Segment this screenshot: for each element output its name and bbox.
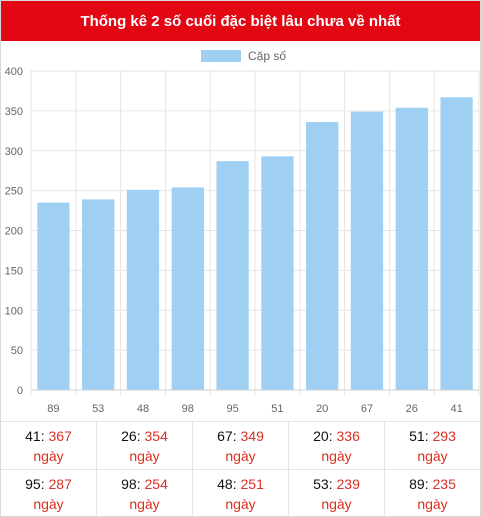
stat-separator: :: [424, 428, 433, 444]
stat-cell: 51: 293 ngày: [384, 422, 480, 469]
stat-unit: ngày: [225, 448, 256, 464]
stats-row: 41: 367 ngày 26: 354 ngày 67: 349 ngày 2…: [1, 421, 480, 469]
x-tick-label: 26: [406, 403, 418, 415]
stat-cell: 20: 336 ngày: [288, 422, 384, 469]
stat-separator: :: [424, 476, 433, 492]
stat-days: 287: [48, 476, 72, 492]
y-tick-label: 50: [11, 345, 23, 357]
stat-unit: ngày: [417, 448, 448, 464]
panel-title: Thống kê 2 số cuối đặc biệt lâu chưa về …: [1, 1, 480, 41]
x-tick-label: 41: [450, 403, 462, 415]
x-tick-label: 51: [271, 403, 283, 415]
stat-separator: :: [232, 428, 241, 444]
stat-unit: ngày: [225, 496, 256, 512]
bar-51: [261, 156, 294, 390]
stat-days: 235: [432, 476, 456, 492]
stat-number: 51: [409, 428, 425, 444]
stat-number: 98: [121, 476, 137, 492]
stat-cell: 48: 251 ngày: [192, 470, 288, 517]
stat-cell: 89: 235 ngày: [384, 470, 480, 517]
x-tick-label: 89: [47, 403, 59, 415]
bar-67: [350, 111, 384, 391]
bar-20: [306, 122, 339, 390]
stat-unit: ngày: [33, 496, 64, 512]
stat-number: 26: [121, 428, 137, 444]
bar-95: [216, 161, 249, 390]
stat-separator: :: [328, 476, 337, 492]
bar-89: [37, 202, 70, 390]
legend-label: Cặp số: [248, 49, 286, 63]
stat-days: 239: [336, 476, 360, 492]
stat-number: 53: [313, 476, 329, 492]
y-tick-label: 250: [5, 186, 23, 198]
stat-separator: :: [40, 428, 49, 444]
y-tick-label: 300: [5, 146, 23, 158]
stat-cell: 95: 287 ngày: [1, 470, 96, 517]
x-tick-label: 95: [226, 403, 238, 415]
stat-cell: 53: 239 ngày: [288, 470, 384, 517]
stat-number: 95: [25, 476, 41, 492]
bar-41: [440, 97, 473, 390]
bar-chart: 0 50 100 150 200 250 300 350 400 89 53 48 98 95 51 20 67…: [5, 49, 480, 415]
stat-days: 251: [240, 476, 264, 492]
stat-separator: :: [40, 476, 49, 492]
legend-swatch: [201, 50, 241, 62]
stat-number: 89: [409, 476, 425, 492]
stats-row: 95: 287 ngày 98: 254 ngày 48: 251 ngày 5…: [1, 469, 480, 517]
stat-cell: 41: 367 ngày: [1, 422, 96, 469]
stat-unit: ngày: [417, 496, 448, 512]
bar-98: [171, 187, 204, 390]
x-tick-label: 67: [361, 403, 373, 415]
stat-cell: 67: 349 ngày: [192, 422, 288, 469]
y-tick-label: 400: [5, 66, 23, 78]
stat-days: 354: [144, 428, 168, 444]
bar-26: [395, 107, 428, 390]
x-tick-label: 20: [316, 403, 328, 415]
stat-separator: :: [232, 476, 241, 492]
bar-53: [82, 199, 115, 390]
stat-unit: ngày: [129, 496, 160, 512]
stat-days: 367: [48, 428, 72, 444]
x-tick-label: 48: [137, 403, 149, 415]
stat-separator: :: [136, 476, 145, 492]
stat-days: 293: [432, 428, 456, 444]
stat-number: 48: [217, 476, 233, 492]
stat-unit: ngày: [321, 448, 352, 464]
stats-table: 41: 367 ngày 26: 354 ngày 67: 349 ngày 2…: [1, 421, 480, 517]
stat-unit: ngày: [33, 448, 64, 464]
stat-number: 67: [217, 428, 233, 444]
x-tick-label: 98: [182, 403, 194, 415]
x-tick-label: 53: [92, 403, 104, 415]
stat-cell: 26: 354 ngày: [96, 422, 192, 469]
y-tick-label: 150: [5, 265, 23, 277]
stat-days: 336: [336, 428, 360, 444]
y-tick-label: 200: [5, 226, 23, 238]
stat-number: 41: [25, 428, 41, 444]
y-tick-label: 0: [17, 385, 23, 397]
stat-separator: :: [328, 428, 337, 444]
stat-separator: :: [136, 428, 145, 444]
y-tick-label: 100: [5, 305, 23, 317]
stat-days: 254: [144, 476, 168, 492]
stat-days: 349: [240, 428, 264, 444]
bar-48: [126, 189, 160, 390]
stat-number: 20: [313, 428, 329, 444]
stat-unit: ngày: [129, 448, 160, 464]
stat-cell: 98: 254 ngày: [96, 470, 192, 517]
stat-unit: ngày: [321, 496, 352, 512]
y-tick-label: 350: [5, 106, 23, 118]
